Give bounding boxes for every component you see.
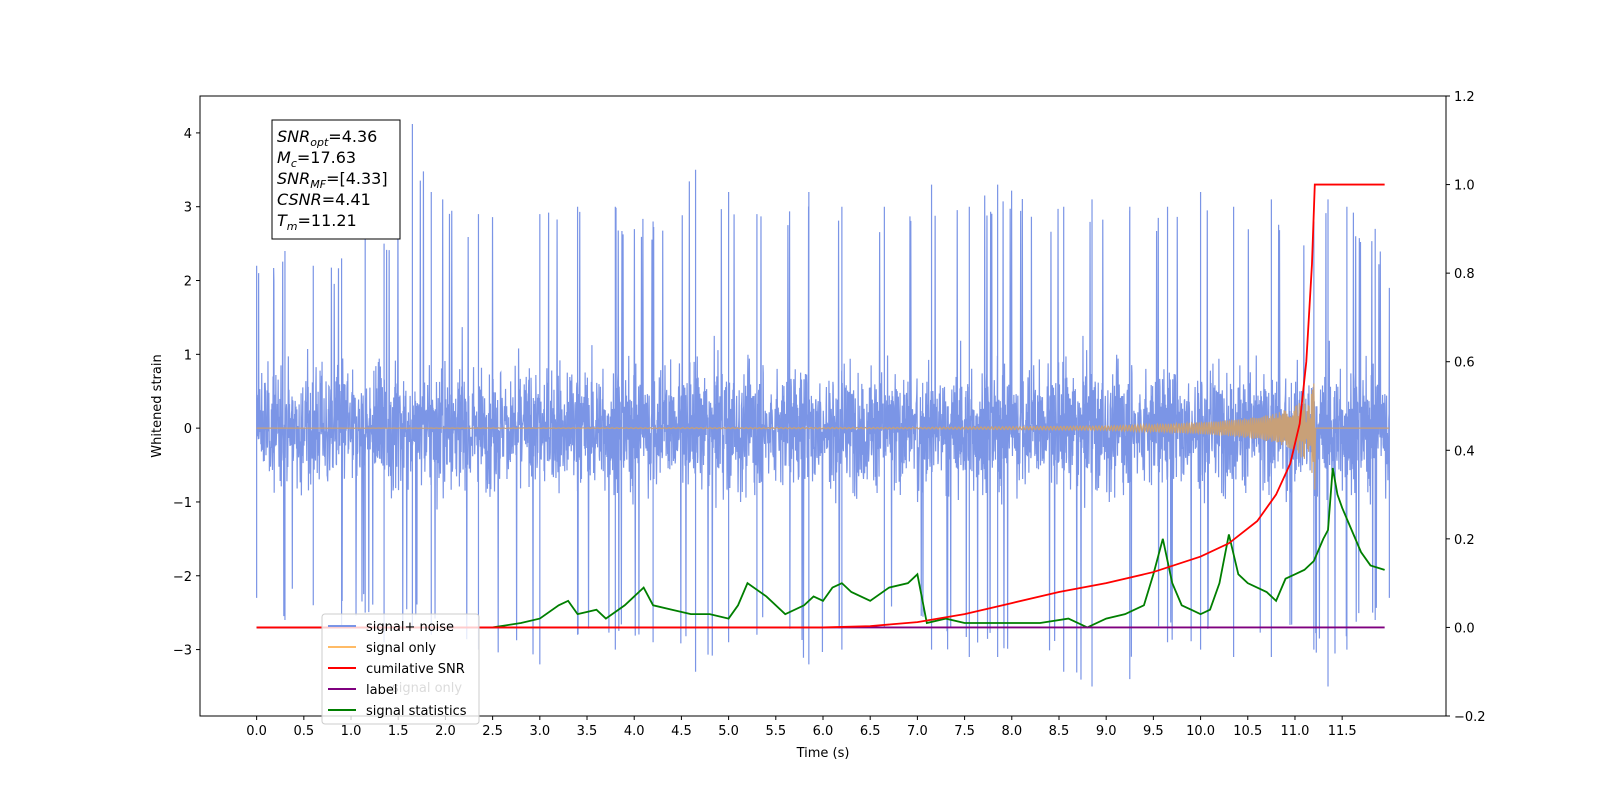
annotation-subscript: opt — [310, 136, 329, 149]
legend-label: label — [366, 683, 397, 698]
annotation-symbol: M — [277, 148, 291, 167]
x-tick-label: 5.5 — [765, 724, 786, 739]
x-tick-label: 7.0 — [907, 724, 928, 739]
x-tick-label: 9.5 — [1143, 724, 1164, 739]
annotation-value: =11.21 — [298, 211, 357, 230]
annotation-symbol: T — [277, 211, 288, 230]
legend: signal only signal+ noise signal only cumil… — [321, 613, 480, 725]
annotation-value: =17.63 — [297, 148, 356, 167]
annotation-value: =[4.33] — [326, 169, 388, 188]
legend-label: signal+ noise — [366, 620, 454, 635]
annotation-line: SNRMF=[4.33] — [277, 169, 388, 191]
annotation-value: =4.41 — [322, 190, 371, 209]
x-tick-label: 10.5 — [1233, 724, 1262, 739]
annotation-symbol: CSNR — [277, 190, 322, 209]
x-tick-label: 10.0 — [1186, 724, 1215, 739]
x-tick-label: 5.0 — [718, 724, 739, 739]
x-tick-label: 1.5 — [388, 724, 409, 739]
legend-ghost-text: signal only — [392, 681, 462, 696]
plot-area — [256, 124, 1390, 687]
x-tick-label: 0.5 — [293, 724, 314, 739]
y-axis-right-ticks: −0.2 0.0 0.2 0.4 0.6 0.8 1.0 1.2 — [1446, 90, 1486, 725]
y-left-tick-label: 0 — [184, 422, 192, 437]
annotation-line: Tm=11.21 — [277, 211, 357, 233]
series-signal-only — [256, 383, 1390, 490]
series-signal-noise — [256, 124, 1390, 687]
x-tick-label: 1.0 — [341, 724, 362, 739]
y-right-tick-label: 0.6 — [1454, 356, 1475, 371]
annotation-symbol: SNR — [277, 169, 310, 188]
y-right-tick-label: 1.2 — [1454, 90, 1475, 105]
y-right-tick-label: −0.2 — [1454, 710, 1486, 725]
y-left-tick-label: 2 — [184, 275, 192, 290]
x-tick-label: 0.0 — [246, 724, 267, 739]
annotation-symbol: SNR — [277, 127, 310, 146]
y-left-tick-label: 3 — [184, 201, 192, 216]
x-tick-label: 4.5 — [671, 724, 692, 739]
x-tick-label: 11.0 — [1280, 724, 1309, 739]
legend-label: signal only — [366, 641, 436, 656]
annotation-subscript: m — [287, 220, 298, 233]
x-tick-label: 2.5 — [482, 724, 503, 739]
x-tick-label: 3.0 — [529, 724, 550, 739]
y-right-tick-label: 0.2 — [1454, 533, 1475, 548]
x-tick-label: 11.5 — [1328, 724, 1357, 739]
x-tick-label: 8.5 — [1049, 724, 1070, 739]
x-tick-label: 7.5 — [954, 724, 975, 739]
annotation-frame — [271, 119, 401, 240]
series-signal-statistics — [256, 467, 1385, 629]
y-left-tick-label: −2 — [173, 570, 192, 585]
annotation-value: =4.36 — [328, 127, 377, 146]
y-right-tick-label: 0.0 — [1454, 621, 1475, 636]
annotation-subscript: c — [291, 157, 297, 170]
y-left-tick-label: 1 — [184, 348, 192, 363]
legend-frame — [321, 613, 480, 725]
y-left-tick-label: 4 — [184, 127, 192, 142]
y-left-tick-label: −1 — [173, 496, 192, 511]
stats-annotation-box: SNRopt=4.36Mc=17.63SNRMF=[4.33]CSNR=4.41… — [271, 119, 401, 240]
y-right-tick-label: 0.8 — [1454, 267, 1475, 282]
y-left-tick-label: −3 — [173, 644, 192, 659]
x-axis-label: Time (s) — [796, 746, 850, 761]
annotation-line: Mc=17.63 — [277, 148, 356, 170]
legend-label: cumilative SNR — [366, 662, 465, 677]
x-tick-label: 4.0 — [624, 724, 645, 739]
annotation-subscript: MF — [310, 178, 326, 191]
x-tick-label: 6.5 — [860, 724, 881, 739]
annotation-line: SNRopt=4.36 — [277, 127, 377, 149]
x-tick-label: 3.5 — [577, 724, 598, 739]
y-axis-left-ticks: −3 −2 −1 0 1 2 3 4 — [173, 127, 200, 659]
x-tick-label: 2.0 — [435, 724, 456, 739]
y-right-tick-label: 1.0 — [1454, 179, 1475, 194]
legend-label: signal statistics — [366, 704, 467, 719]
annotation-line: CSNR=4.41 — [277, 190, 371, 209]
x-axis-ticks: 0.0 0.5 1.0 1.5 2.0 2.5 3.0 3.5 4.0 4.5 5.0 5.5 6.0 6… — [246, 716, 1357, 739]
x-tick-label: 6.0 — [813, 724, 834, 739]
x-tick-label: 8.0 — [1001, 724, 1022, 739]
x-tick-label: 9.0 — [1096, 724, 1117, 739]
series-cumulative-snr — [256, 183, 1385, 629]
y-right-tick-label: 0.4 — [1454, 444, 1475, 459]
y-axis-left-label: Whitened strain — [150, 354, 165, 457]
